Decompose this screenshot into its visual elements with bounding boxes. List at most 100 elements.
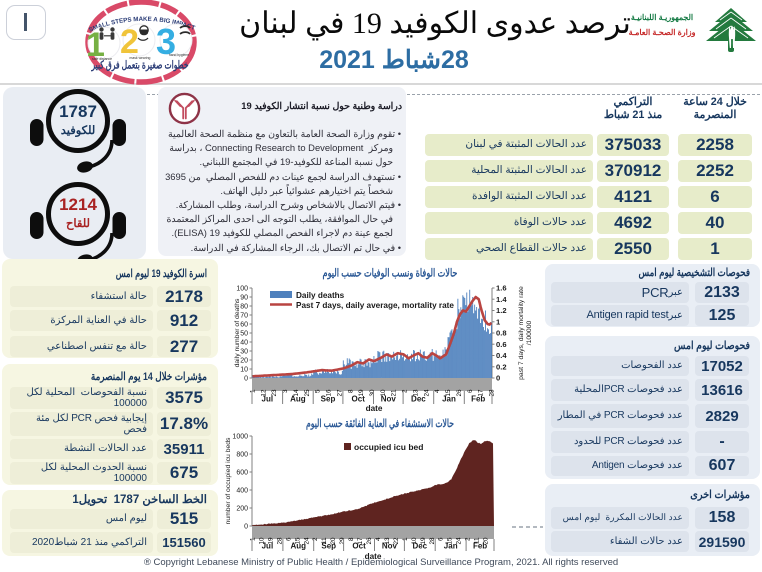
svg-text:mask wearing: mask wearing [130, 56, 151, 60]
svg-text:1: 1 [250, 537, 257, 541]
svg-text:1.6: 1.6 [496, 284, 507, 293]
svg-text:20: 20 [240, 357, 248, 364]
svg-text:حالات الوفاة ونسب الوفيات حسب: حالات الوفاة ونسب الوفيات حسب اليوم [323, 268, 458, 280]
svg-text:21: 21 [391, 389, 398, 397]
svg-text:26: 26 [366, 537, 373, 545]
svg-text:11: 11 [474, 537, 481, 544]
svg-text:0.6: 0.6 [496, 340, 507, 349]
svg-text:Feb: Feb [471, 395, 485, 404]
svg-text:خطوات صغيرة بتعمل فرق كبير: خطوات صغيرة بتعمل فرق كبير [91, 60, 189, 72]
svg-text:6: 6 [285, 537, 292, 541]
svg-text:Nov: Nov [382, 542, 398, 551]
svg-text:date: date [365, 552, 382, 561]
svg-text:600: 600 [236, 469, 248, 476]
svg-text:past 7 days, daily mortality r: past 7 days, daily mortality rate [518, 286, 525, 380]
svg-text:10: 10 [411, 537, 418, 545]
svg-text:30: 30 [369, 389, 376, 397]
svg-text:/100000: /100000 [526, 321, 533, 346]
svg-text:Sep: Sep [321, 542, 336, 551]
svg-text:0: 0 [496, 374, 500, 383]
svg-text:2: 2 [312, 537, 319, 541]
svg-text:15: 15 [294, 537, 301, 545]
svg-text:24: 24 [423, 389, 430, 397]
svg-text:70: 70 [240, 312, 248, 319]
svg-text:6: 6 [467, 389, 474, 393]
svg-text:800: 800 [236, 451, 248, 458]
svg-text:14: 14 [293, 389, 300, 397]
svg-text:Past 7 days, daily average, mo: Past 7 days, daily average, mortality ra… [296, 301, 454, 310]
svg-text:29: 29 [339, 537, 346, 545]
svg-text:1: 1 [496, 317, 501, 326]
svg-text:90: 90 [240, 294, 248, 301]
svg-text:17: 17 [478, 389, 485, 397]
svg-text:1.2: 1.2 [496, 306, 507, 315]
svg-text:26: 26 [456, 389, 463, 397]
svg-text:0.8: 0.8 [496, 329, 507, 338]
svg-text:Nov: Nov [381, 395, 397, 404]
svg-text:Oct: Oct [352, 395, 366, 404]
svg-text:15: 15 [445, 389, 452, 397]
svg-text:15: 15 [447, 537, 454, 545]
svg-text:50: 50 [240, 330, 248, 337]
svg-text:5: 5 [315, 389, 322, 393]
svg-text:0.2: 0.2 [496, 362, 507, 371]
svg-text:1000: 1000 [232, 433, 248, 440]
svg-text:4: 4 [375, 537, 382, 541]
svg-text:Jan: Jan [444, 542, 458, 551]
svg-text:60: 60 [240, 321, 248, 328]
svg-text:16: 16 [326, 389, 333, 397]
svg-text:0: 0 [244, 523, 248, 530]
svg-text:2: 2 [402, 389, 409, 393]
svg-text:6: 6 [438, 537, 445, 541]
svg-text:23: 23 [271, 389, 278, 397]
svg-text:19: 19 [267, 537, 274, 545]
svg-text:10: 10 [240, 366, 248, 373]
svg-text:0: 0 [244, 375, 248, 382]
svg-text:daily number of deaths: daily number of deaths [234, 298, 241, 367]
svg-text:2: 2 [465, 537, 472, 541]
svg-text:12: 12 [260, 389, 267, 397]
svg-text:22: 22 [393, 537, 400, 545]
svg-text:1: 1 [402, 537, 409, 541]
svg-text:24: 24 [456, 537, 463, 545]
svg-text:19: 19 [358, 389, 365, 397]
svg-text:200: 200 [236, 505, 248, 512]
svg-text:8: 8 [348, 537, 355, 541]
svg-text:حالات الاستشفاء في العناية الف: حالات الاستشفاء في العناية الفائقة حسب ا… [306, 418, 454, 431]
svg-text:Dec: Dec [411, 395, 426, 404]
svg-text:Feb: Feb [473, 542, 487, 551]
svg-text:Dec: Dec [412, 542, 427, 551]
svg-text:28: 28 [276, 537, 283, 545]
svg-text:Jul: Jul [262, 395, 274, 404]
svg-text:safe distance: safe distance [92, 57, 112, 61]
svg-text:2: 2 [120, 23, 139, 61]
svg-text:25: 25 [304, 389, 311, 397]
svg-text:10: 10 [259, 537, 266, 545]
svg-text:100: 100 [236, 285, 248, 292]
svg-text:1: 1 [250, 389, 257, 393]
svg-text:Aug: Aug [290, 395, 306, 404]
svg-text:24: 24 [303, 537, 310, 545]
svg-text:8: 8 [347, 389, 354, 393]
svg-text:13: 13 [384, 537, 391, 545]
svg-text:400: 400 [236, 487, 248, 494]
svg-text:Daily deaths: Daily deaths [296, 291, 345, 300]
svg-text:11: 11 [321, 537, 328, 544]
svg-text:27: 27 [336, 389, 343, 397]
svg-text:28: 28 [429, 537, 436, 545]
svg-text:40: 40 [240, 339, 248, 346]
svg-text:30: 30 [240, 348, 248, 355]
svg-text:Aug: Aug [291, 542, 307, 551]
svg-text:13: 13 [413, 389, 420, 397]
svg-text:1.4: 1.4 [496, 295, 507, 304]
svg-text:17: 17 [357, 537, 364, 545]
svg-text:80: 80 [240, 303, 248, 310]
svg-text:20: 20 [483, 537, 490, 545]
svg-text:date: date [366, 404, 383, 413]
svg-text:Jul: Jul [262, 542, 274, 551]
svg-text:19: 19 [420, 537, 427, 545]
svg-text:4: 4 [434, 389, 441, 393]
svg-text:0.4: 0.4 [496, 351, 507, 360]
svg-text:3: 3 [282, 389, 289, 393]
svg-text:number of occupied icu beds: number of occupied icu beds [225, 437, 232, 525]
